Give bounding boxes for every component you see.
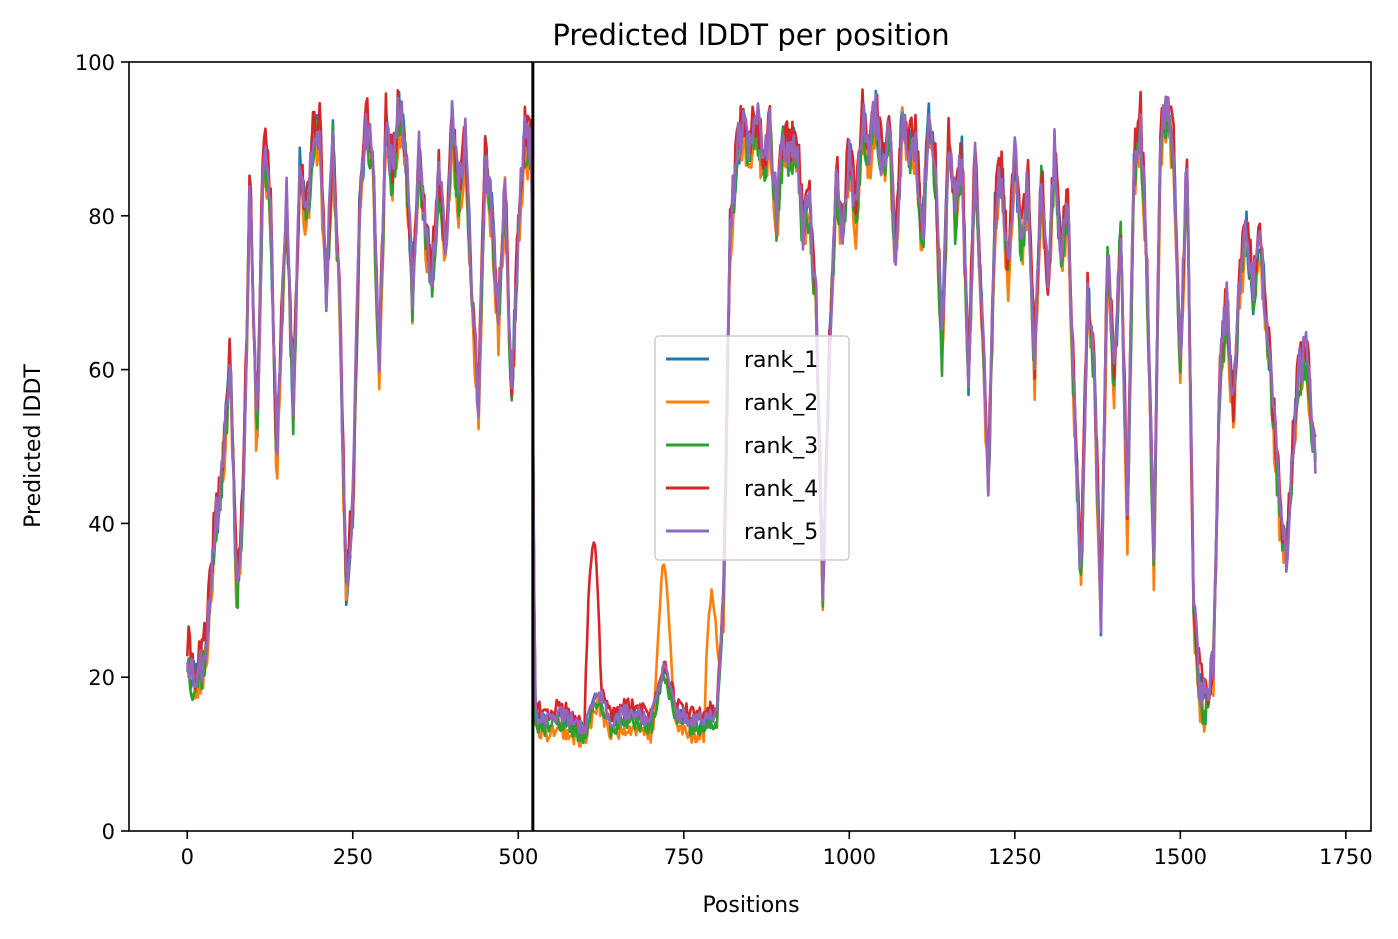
chart-title: Predicted lDDT per position (552, 18, 949, 52)
x-tick-label: 1750 (1319, 845, 1372, 869)
y-tick-label: 60 (88, 359, 115, 383)
y-tick-label: 20 (88, 666, 115, 690)
y-axis-label: Predicted lDDT (21, 364, 46, 528)
legend-box (654, 335, 850, 561)
x-tick-label: 500 (498, 845, 538, 869)
x-tick-label: 750 (664, 845, 704, 869)
x-tick-label: 1500 (1154, 845, 1207, 869)
y-tick-label: 100 (75, 51, 115, 75)
x-axis: 0 250 500 750 1000 1250 1500 1750 (181, 831, 1373, 869)
y-tick-label: 80 (88, 205, 115, 229)
series-layer (186, 88, 1317, 748)
legend-label: rank_5 (744, 520, 818, 545)
legend: rank_1 rank_2 rank_3 rank_4 rank_5 (654, 335, 850, 561)
legend-label: rank_2 (744, 391, 818, 416)
y-tick-label: 0 (102, 820, 115, 844)
plot-frame (128, 61, 1372, 832)
x-tick-label: 1250 (988, 845, 1041, 869)
legend-label: rank_1 (744, 348, 818, 373)
x-tick-label: 250 (333, 845, 373, 869)
x-tick-label: 1000 (823, 845, 876, 869)
legend-label: rank_4 (744, 477, 818, 502)
x-tick-label: 0 (181, 845, 194, 869)
series-line-rank-5 (186, 92, 1317, 736)
y-axis: 0 20 40 60 80 100 (75, 51, 129, 844)
x-axis-label: Positions (702, 893, 799, 918)
legend-label: rank_3 (744, 434, 818, 459)
y-tick-label: 40 (88, 512, 115, 536)
